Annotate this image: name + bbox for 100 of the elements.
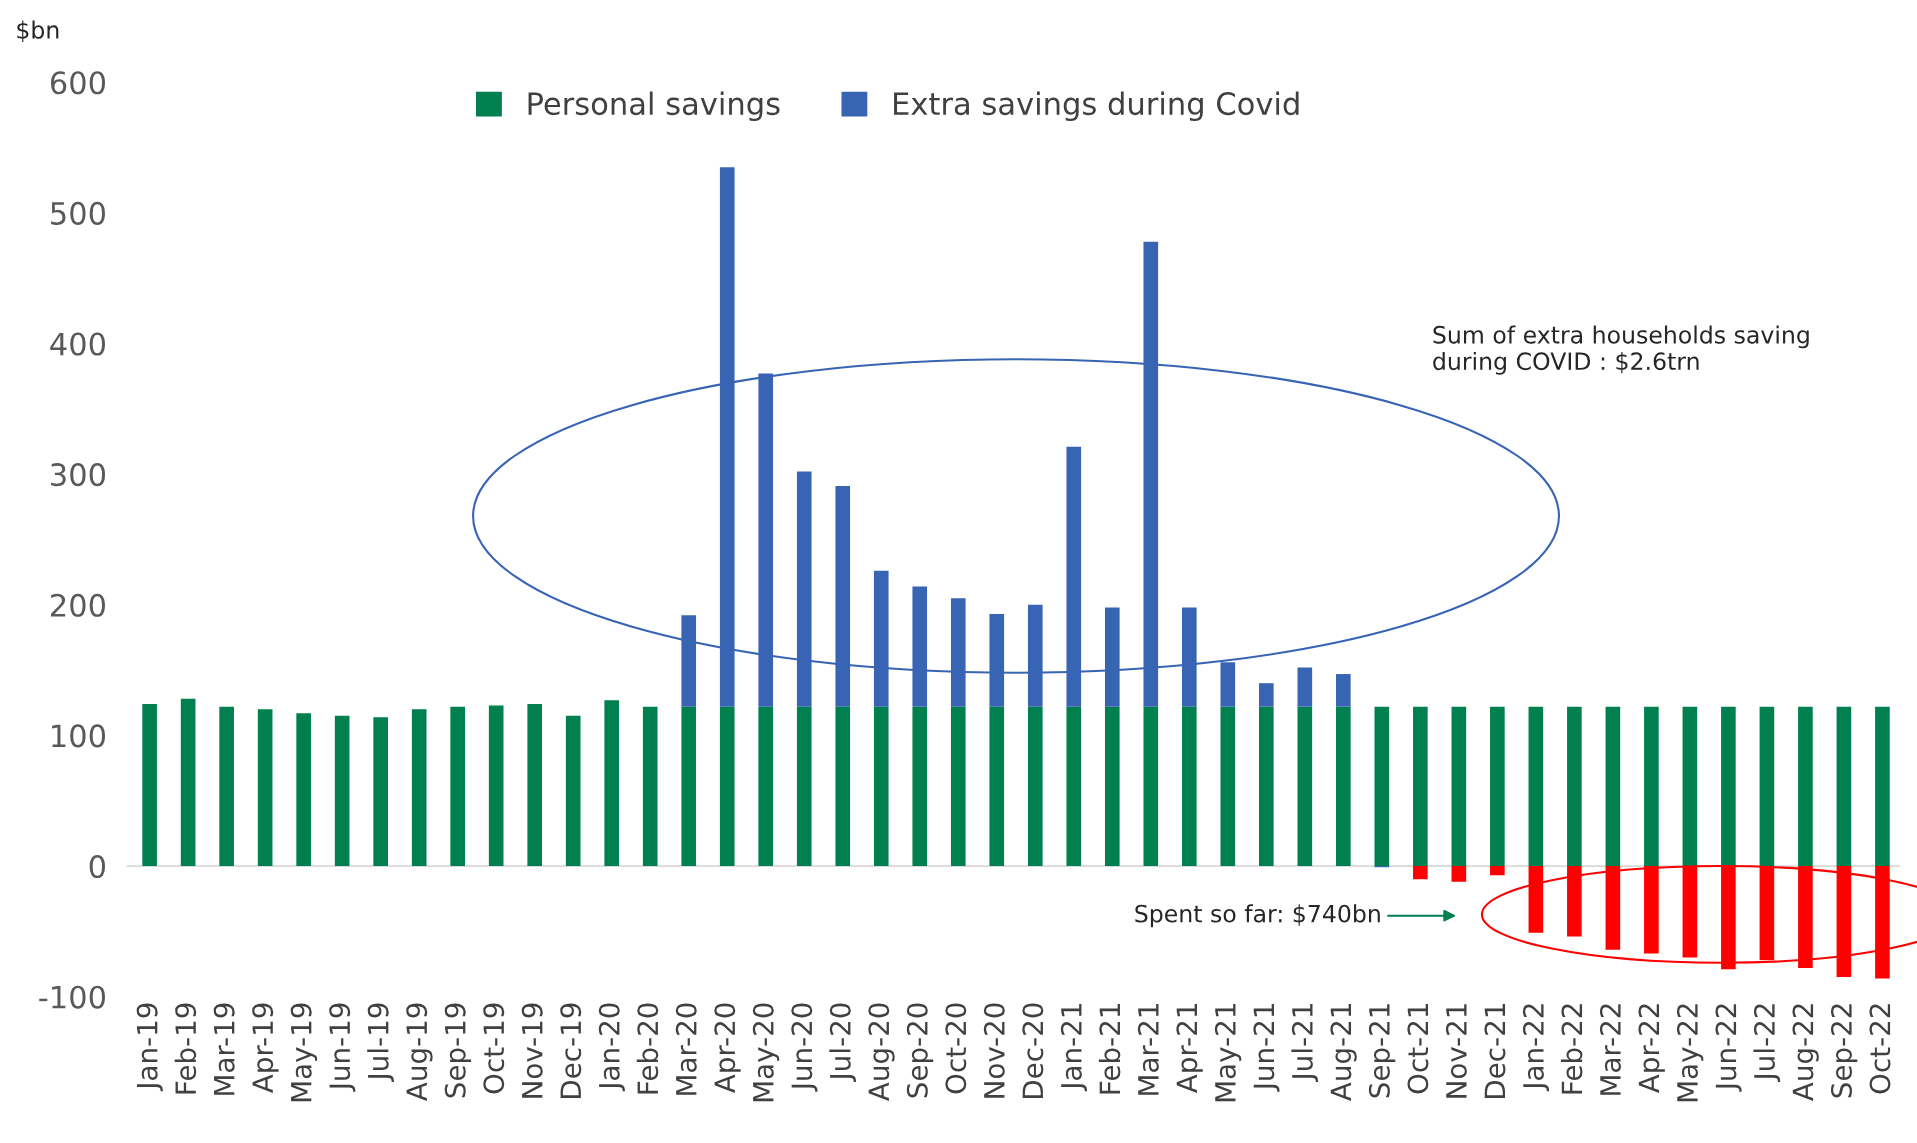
bar <box>450 706 465 867</box>
legend-label: Personal savings <box>528 91 780 122</box>
bar <box>488 705 504 867</box>
bar <box>1066 706 1082 867</box>
x-tick-label: Feb-21 <box>1098 1004 1121 1094</box>
x-tick-label: Sep-19 <box>444 1003 472 1098</box>
x-tick-label: May-22 <box>1676 1004 1704 1102</box>
x-tick-label: Sep-21 <box>1368 1004 1396 1098</box>
bar <box>180 698 196 867</box>
bar <box>1297 667 1313 707</box>
legend-label: Extra savings during Covid <box>894 91 1299 122</box>
bar <box>1451 866 1467 882</box>
y-tick-label: 300 <box>51 463 106 487</box>
x-tick-label: Mar-20 <box>675 1003 697 1095</box>
bar <box>1181 706 1197 867</box>
x-tick-label: Jan-19 <box>136 1003 163 1092</box>
y-tick-label: 200 <box>50 593 106 617</box>
y-tick-label: 400 <box>50 332 106 356</box>
bar <box>219 706 234 867</box>
x-tick-label: Jun-19 <box>329 1003 356 1092</box>
bar <box>1259 706 1274 867</box>
bar <box>296 713 311 867</box>
bar <box>642 706 658 867</box>
bar <box>681 706 697 867</box>
bar <box>796 706 812 867</box>
x-tick-label: Mar-22 <box>1599 1004 1621 1095</box>
bar <box>1336 674 1351 707</box>
x-tick-label: May-21 <box>1214 1004 1242 1102</box>
bar <box>142 704 157 867</box>
bar <box>1451 706 1467 867</box>
bar <box>1605 706 1621 867</box>
x-tick-label: Jul-19 <box>367 1003 394 1082</box>
x-tick-label: Apr-21 <box>1176 1004 1203 1093</box>
bar <box>1528 706 1544 867</box>
bar <box>1644 706 1659 867</box>
bar <box>1682 706 1698 867</box>
x-tick-label: Jan-20 <box>598 1003 625 1092</box>
x-tick-label: May-20 <box>752 1003 780 1102</box>
x-tick-label: Oct-22 <box>1869 1004 1891 1094</box>
bar <box>1220 706 1236 867</box>
x-tick-label: Aug-20 <box>868 1003 895 1101</box>
x-tick-label: Nov-19 <box>521 1003 543 1098</box>
bar <box>719 706 735 867</box>
x-tick-label: Apr-19 <box>252 1003 279 1093</box>
y-axis-title: $bn <box>17 20 59 42</box>
bar <box>1759 706 1775 867</box>
y-tick-label: 100 <box>52 724 106 748</box>
x-tick-label: Jan-21 <box>1060 1004 1088 1092</box>
bar <box>257 709 273 867</box>
bar <box>1413 706 1428 867</box>
y-tick-label: -100 <box>39 985 106 1009</box>
x-tick-label: Aug-22 <box>1792 1004 1819 1101</box>
x-tick-label: Sep-22 <box>1830 1004 1858 1098</box>
x-tick-label: Apr-20 <box>714 1003 741 1093</box>
bar <box>334 715 350 867</box>
x-tick-label: Nov-21 <box>1445 1004 1467 1098</box>
bar <box>411 709 427 867</box>
y-tick-label: 0 <box>89 855 106 879</box>
bar <box>1836 706 1852 867</box>
x-tick-label: Sep-20 <box>906 1003 934 1098</box>
x-tick-label: Feb-20 <box>636 1003 659 1094</box>
annotation: Sum of extra households saving during COVID : $2.6trn <box>1433 325 1809 375</box>
bar <box>835 706 851 867</box>
bar <box>1721 706 1736 867</box>
x-tick-label: Feb-19 <box>174 1003 197 1094</box>
x-tick-label: Aug-19 <box>406 1003 433 1101</box>
bar <box>1875 706 1890 867</box>
bar <box>565 715 581 867</box>
bar <box>1567 706 1582 867</box>
bar <box>912 706 928 867</box>
x-tick-label: Aug-21 <box>1330 1004 1357 1101</box>
x-tick-label: Oct-21 <box>1407 1004 1429 1094</box>
x-tick-label: Jul-20 <box>829 1003 856 1082</box>
bar <box>1490 866 1505 876</box>
bar <box>1259 683 1274 707</box>
bar <box>989 706 1005 867</box>
y-tick-label: 600 <box>50 71 106 95</box>
x-tick-label: Oct-20 <box>945 1003 967 1094</box>
x-tick-label: Apr-22 <box>1638 1004 1665 1093</box>
bar <box>1143 706 1159 867</box>
x-tick-label: Dec-21 <box>1484 1004 1506 1098</box>
x-tick-label: Jul-22 <box>1753 1004 1781 1082</box>
bar <box>1297 706 1313 867</box>
x-tick-label: Jul-21 <box>1291 1004 1319 1082</box>
x-tick-label: Dec-19 <box>560 1003 582 1098</box>
bar <box>1336 706 1351 867</box>
x-tick-label: May-19 <box>290 1003 318 1102</box>
bar <box>1374 706 1390 867</box>
bar <box>604 700 620 867</box>
bar <box>1104 706 1120 867</box>
bar <box>527 704 543 867</box>
x-tick-label: Jun-21 <box>1253 1004 1280 1092</box>
bar <box>1490 706 1505 867</box>
bar <box>758 706 774 867</box>
bar <box>1027 706 1043 867</box>
x-tick-label: Jun-22 <box>1715 1004 1742 1092</box>
bar <box>1413 866 1428 880</box>
x-tick-label: Feb-22 <box>1560 1004 1583 1094</box>
x-tick-label: Mar-21 <box>1137 1004 1159 1095</box>
x-tick-label: Dec-20 <box>1022 1003 1044 1098</box>
